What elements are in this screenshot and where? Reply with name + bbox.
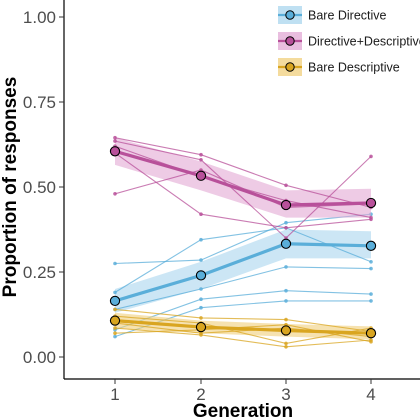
series-1: [113, 135, 373, 240]
chain-line-0-2: [114, 266, 372, 310]
chain-point-1-1-3: [369, 154, 373, 159]
chain-point-1-0-2: [284, 183, 288, 188]
chain-point-2-3-0: [113, 326, 117, 330]
mean-line-0: [114, 242, 372, 303]
chain-point-0-0-0: [113, 261, 117, 266]
chain-point-1-4-2: [284, 226, 288, 230]
x-tick-label-0: 1: [110, 385, 119, 404]
ci-band-0: [115, 229, 371, 313]
chain-point-0-1-0: [113, 290, 117, 295]
y-tick-label-2: 0.50: [23, 178, 56, 197]
y-tick-label-0: 0.00: [23, 348, 56, 367]
series-0: [113, 212, 373, 339]
x-tick-label-1: 2: [196, 385, 205, 404]
x-tick-label-2: 3: [281, 385, 290, 404]
chain-point-2-3-2: [284, 345, 288, 349]
chain-point-1-1-0: [113, 139, 117, 143]
y-tick-label-4: 1.00: [23, 8, 56, 27]
mean-line-2: [114, 319, 372, 335]
chain-point-0-2-1: [199, 287, 203, 291]
mean-point-0-3: [365, 240, 377, 251]
mean-line-1: [114, 149, 372, 207]
mean-point-0-2: [280, 238, 292, 249]
mean-point-1-2: [280, 199, 292, 211]
chain-point-1-4-1: [199, 212, 203, 216]
mean-point-2-3: [365, 328, 377, 339]
chain-point-0-0-2: [284, 220, 288, 225]
legend-item-0: Bare Directive: [278, 6, 387, 24]
mean-point-2-0: [109, 315, 121, 326]
mean-point-1-0: [109, 146, 121, 157]
chain-point-0-1-1: [199, 237, 203, 242]
ci-band-1: [115, 137, 371, 218]
legend: Bare Directive Directive+Descriptive Bare …: [278, 6, 420, 76]
chain-point-2-4-0: [113, 331, 117, 336]
legend-item-2: Bare Descriptive: [278, 58, 400, 76]
axes: 0.00 0.25 0.50 0.75 1.00 1 2 3 4: [23, 0, 420, 404]
chain-point-0-4-0: [113, 334, 117, 339]
x-axis-title: Generation: [193, 401, 293, 420]
chain-point-1-0-1: [199, 152, 203, 157]
chain-line-0-3: [114, 290, 372, 331]
legend-label-1: Directive+Descriptive: [308, 35, 420, 49]
chain-point-1-0-0: [113, 135, 117, 140]
mean-point-2-1: [195, 321, 207, 333]
chain-point-1-4-3: [369, 217, 373, 222]
chain-point-0-3-1: [199, 297, 203, 302]
chain-point-0-1-3: [369, 260, 373, 264]
chain-point-0-3-3: [369, 292, 373, 296]
legend-marker-2: [285, 62, 295, 72]
mean-point-2-2: [280, 325, 292, 336]
chain-line-2-1: [114, 315, 372, 344]
chain-line-1-1: [114, 140, 372, 239]
legend-label-0: Bare Directive: [308, 9, 387, 23]
mean-point-1-3: [365, 197, 377, 209]
chain-point-1-3-0: [113, 192, 117, 196]
chain-line-1-0: [114, 137, 372, 208]
series-2: [113, 307, 373, 349]
plot-area: [109, 135, 377, 349]
legend-marker-1: [285, 36, 295, 46]
mean-point-1-1: [195, 170, 207, 181]
legend-marker-0: [285, 10, 295, 20]
mean-point-0-0: [109, 295, 121, 307]
chain-point-2-4-3: [369, 339, 373, 344]
chain-line-1-3: [114, 169, 372, 208]
chain-line-0-0: [114, 213, 372, 265]
chain-point-0-4-1: [199, 305, 203, 310]
chain-point-0-3-2: [284, 288, 288, 293]
chain-point-2-0-2: [284, 317, 288, 322]
chain-point-2-0-1: [199, 316, 203, 320]
chain-point-0-0-1: [199, 258, 203, 262]
legend-item-1: Directive+Descriptive: [278, 32, 420, 50]
legend-label-2: Bare Descriptive: [308, 61, 400, 75]
chain-point-0-2-3: [369, 266, 373, 271]
y-tick-label-3: 0.75: [23, 93, 56, 112]
mean-point-0-1: [195, 270, 207, 281]
chain-point-2-0-0: [113, 307, 117, 312]
chain-point-2-1-2: [284, 341, 288, 346]
chain-line-1-4: [114, 152, 372, 229]
chain-point-0-4-2: [284, 299, 288, 303]
y-axis-title: Proportion of responses: [0, 77, 21, 298]
chain-line-2-0: [114, 308, 372, 333]
chain-point-0-4-3: [369, 299, 373, 303]
chain-point-0-2-2: [284, 265, 288, 269]
x-tick-label-3: 4: [366, 385, 375, 404]
chain-point-1-1-1: [199, 158, 203, 162]
chain-point-2-3-1: [199, 333, 203, 337]
y-tick-label-1: 0.25: [23, 263, 56, 282]
